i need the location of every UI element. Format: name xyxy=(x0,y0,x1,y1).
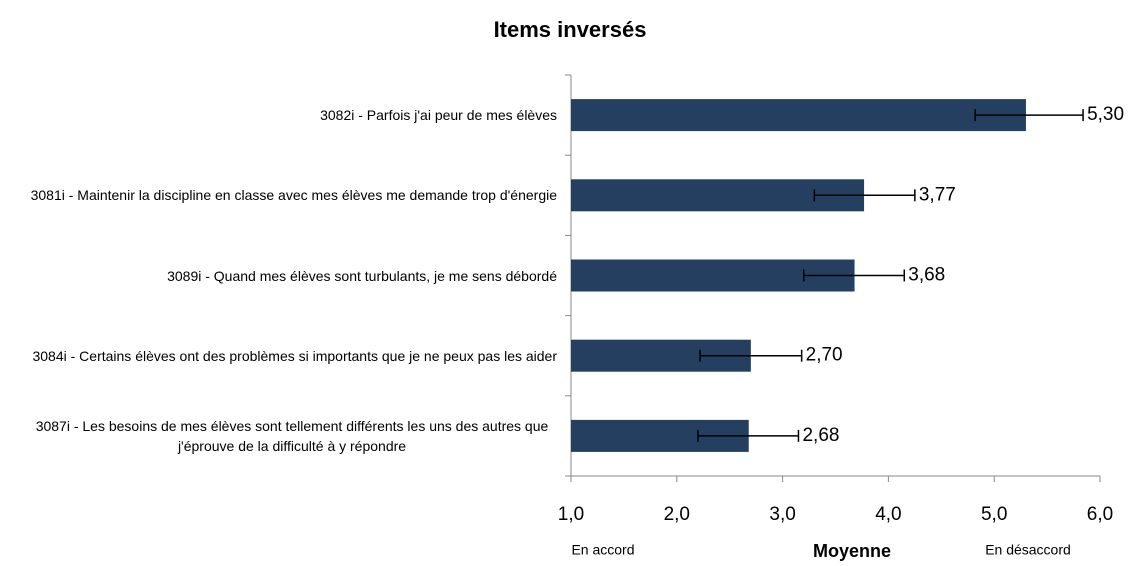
category-label-box: 3089i - Quand mes élèves sont turbulants… xyxy=(0,266,557,286)
category-label-box: 3087i - Les besoins de mes élèves sont t… xyxy=(0,416,557,456)
category-label: 3087i - Les besoins de mes élèves sont t… xyxy=(35,417,549,454)
category-label: 3082i - Parfois j'ai peur de mes élèves xyxy=(320,107,557,124)
bar xyxy=(571,99,1026,132)
category-label: 3084i - Certains élèves ont des problème… xyxy=(32,347,557,364)
x-tick-label: 2,0 xyxy=(664,504,690,525)
chart-title: Items inversés xyxy=(494,17,647,42)
category-label-box: 3082i - Parfois j'ai peur de mes élèves xyxy=(0,105,557,125)
value-label: 3,68 xyxy=(908,265,945,286)
x-tick-label: 6,0 xyxy=(1087,504,1113,525)
x-tick-label: 5,0 xyxy=(981,504,1007,525)
value-label: 2,68 xyxy=(802,425,839,446)
category-label: 3081i - Maintenir la discipline en class… xyxy=(30,187,557,204)
x-axis-label: Moyenne xyxy=(813,541,891,561)
category-label-box: 3081i - Maintenir la discipline en class… xyxy=(0,185,557,205)
x-tick-label: 4,0 xyxy=(875,504,901,525)
category-label: 3089i - Quand mes élèves sont turbulants… xyxy=(167,267,557,284)
value-label: 3,77 xyxy=(919,184,956,205)
category-label-box: 3084i - Certains élèves ont des problème… xyxy=(0,346,557,366)
x-tick-label: 3,0 xyxy=(769,504,795,525)
x-label-right: En désaccord xyxy=(985,542,1071,558)
x-label-left: En accord xyxy=(571,542,634,558)
x-tick-label: 1,0 xyxy=(558,504,584,525)
value-label: 2,70 xyxy=(806,345,843,366)
value-label: 5,30 xyxy=(1087,104,1124,125)
